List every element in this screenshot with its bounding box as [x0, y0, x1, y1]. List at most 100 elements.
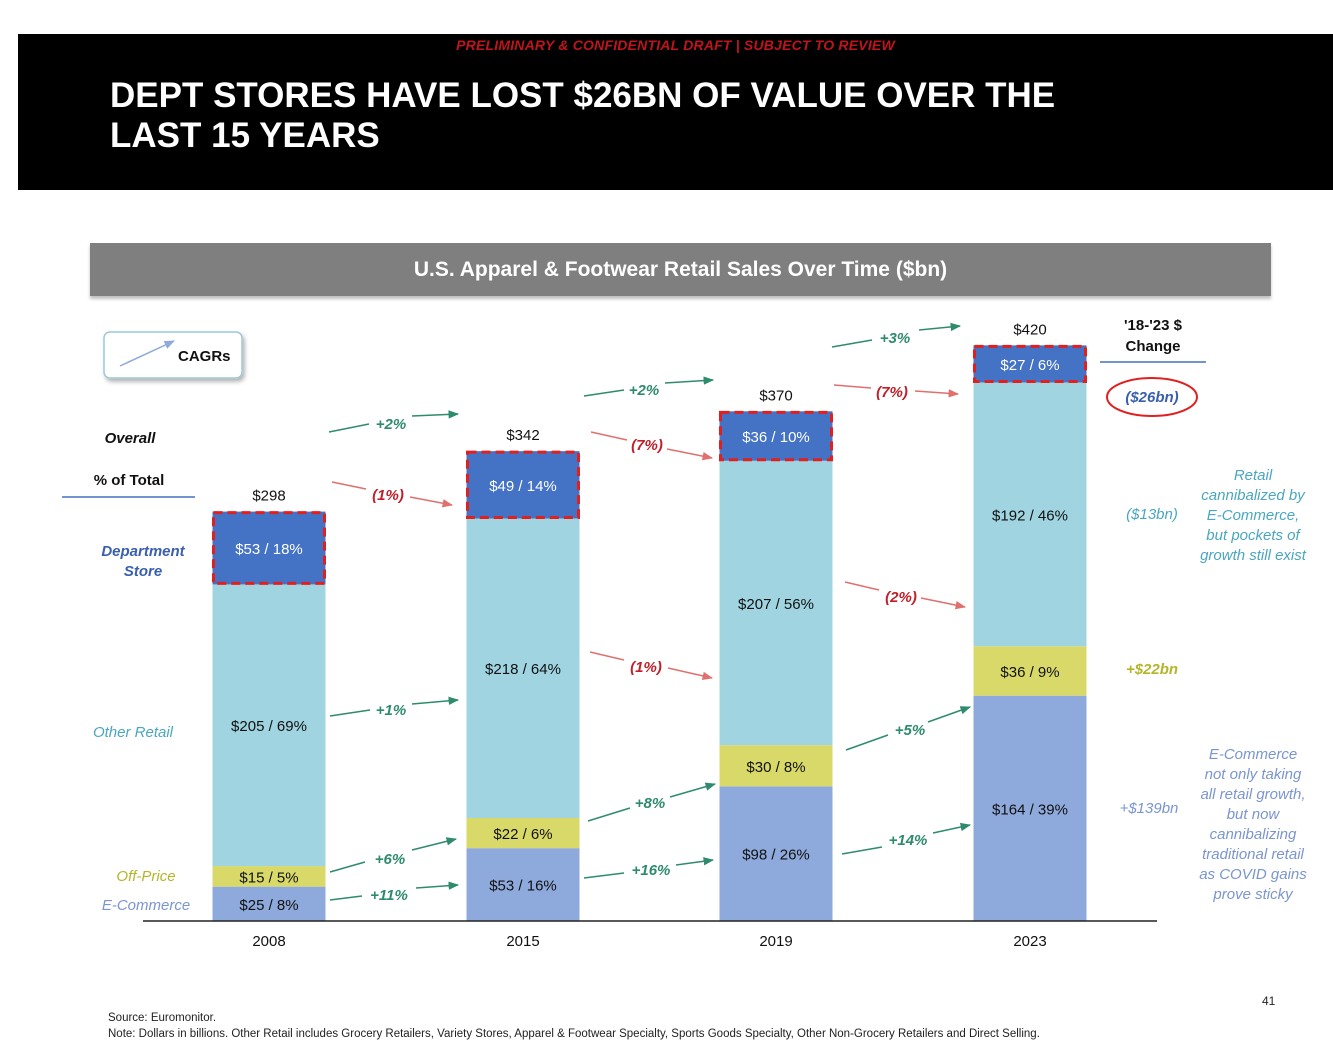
bar-department-store-2019 [719, 411, 833, 461]
row-label-off-price: Off-Price [116, 868, 175, 885]
note-ecom-line-6: traditional retail [1202, 846, 1304, 863]
bar-label-e-commerce-2008: $25 / 8% [239, 897, 298, 914]
cagr-other-2-line-a [589, 651, 625, 661]
footnote: Note: Dollars in billions. Other Retail … [108, 1028, 1040, 1040]
cagr-dept-1-label: (1%) [372, 487, 404, 504]
page-number: 41 [1262, 994, 1276, 1008]
x-tick-2023: 2023 [1013, 933, 1046, 950]
change-dept: ($26bn) [1125, 389, 1178, 406]
cagr-ecom-3-line-b [932, 822, 972, 834]
row-label-dept-1: Department [101, 543, 185, 560]
dept-store-dashed-border-2019 [719, 410, 833, 462]
note-retail-line-3: E-Commerce, [1207, 507, 1300, 524]
change-header: '18-'23 $ Change [1100, 317, 1206, 363]
cagr-dept-3-line-b [914, 389, 960, 398]
cagr-ecom-2-label: +16% [632, 862, 671, 879]
note-ecom-line-7: as COVID gains [1199, 866, 1307, 883]
note-ecom-line-2: not only taking [1205, 766, 1302, 783]
bar-label-e-commerce-2023: $164 / 39% [992, 801, 1068, 818]
cagr-ecom-2-line-a [583, 872, 625, 879]
bar-label-off-price-2023: $36 / 9% [1000, 664, 1059, 681]
dept-store-dashed-border-2023 [973, 344, 1087, 383]
x-tick-2019: 2019 [759, 933, 792, 950]
cagr-ecom-2-line-b [675, 857, 715, 866]
row-label-other-retail: Other Retail [93, 724, 174, 741]
cagr-offprice-2-line-b [669, 782, 717, 798]
cagr-ecom-1-label: +11% [370, 887, 408, 904]
cagr-other-3-label: (2%) [885, 589, 917, 606]
bar-off-price-2023 [973, 646, 1087, 696]
cagr-dept-1-line-b [409, 496, 454, 508]
note-ecom-line-5: cannibalizing [1210, 826, 1297, 843]
cagr-other-1-line-b [411, 696, 460, 706]
bar-label-e-commerce-2019: $98 / 26% [742, 847, 810, 864]
change-other-retail: ($13bn) [1126, 506, 1178, 523]
cagr-offprice-2-line-a [587, 807, 631, 822]
cagr-legend-label: CAGRs [178, 348, 231, 365]
cagr-other-3-line-a [844, 581, 880, 591]
note-retail-line-5: growth still exist [1200, 547, 1307, 564]
cagr-offprice-3-line-b [927, 706, 971, 723]
cagr-overall-2-line-a [583, 389, 625, 397]
bars-group [212, 344, 1087, 921]
cagr-legend-arrow [119, 340, 175, 367]
bar-e-commerce-2015 [466, 848, 580, 921]
note-retail-line-2: cannibalized by [1201, 487, 1306, 504]
x-tick-2008: 2008 [252, 933, 285, 950]
cagr-overall-1-line-b [411, 410, 460, 419]
bar-off-price-2015 [466, 817, 580, 849]
cagr-legend: CAGRs [103, 331, 243, 379]
bar-department-store-2008 [212, 511, 326, 585]
row-label-e-commerce: E-Commerce [102, 897, 190, 914]
cagr-ecom-1-line-b [415, 881, 460, 890]
cagr-other-3-line-b [920, 597, 967, 610]
confidential-banner: PRELIMINARY & CONFIDENTIAL DRAFT | SUBJE… [456, 37, 895, 53]
cagr-dept-2-line-b [666, 448, 714, 461]
row-label-dept-2: Store [124, 563, 162, 580]
note-ecom-line-4: but now [1227, 806, 1281, 823]
total-label-2019: $370 [759, 387, 792, 404]
bar-department-store-2023 [973, 345, 1087, 383]
cagr-offprice-1-label: +6% [375, 851, 405, 868]
title-line-1: DEPT STORES HAVE LOST $26BN OF VALUE OVE… [110, 76, 1056, 115]
dept-store-dashed-border-2008 [212, 511, 326, 585]
bar-label-off-price-2015: $22 / 6% [493, 826, 552, 843]
change-e-commerce: +$139bn [1120, 800, 1179, 817]
commentary-notes: Retail cannibalized by E-Commerce, but pock… [1199, 467, 1307, 903]
cagr-overall-3-line-b [918, 322, 962, 332]
bar-other-retail-2008 [212, 584, 326, 867]
cagr-dept-2-label: (7%) [631, 437, 663, 454]
cagr-other-2-label: (1%) [630, 659, 662, 676]
cagr-ecom-3-label: +14% [889, 832, 928, 849]
cagr-dept-1-line-a [331, 481, 367, 490]
cagr-offprice-1-line-a [329, 861, 366, 873]
bar-labels-group: $25 / 8% $15 / 5% $205 / 69% $53 / 18% $298 $… [231, 321, 1068, 913]
total-label-2015: $342 [506, 427, 539, 444]
cagr-dept-2-line-a [590, 431, 628, 441]
note-retail-line-1: Retail [1234, 467, 1273, 484]
cagr-overall-3-label: +3% [880, 330, 910, 347]
cagr-annotations: +2% +2% +3% (1%) (7%) (7%) +1% (1%) (2%) +6% +8% +5… [328, 322, 972, 904]
bar-other-retail-2023 [973, 382, 1087, 647]
change-header-line-2: Change [1125, 338, 1180, 355]
row-labels: Overall % of Total Department Store Othe… [62, 430, 195, 914]
bar-label-e-commerce-2015: $53 / 16% [489, 878, 557, 895]
page-title: DEPT STORES HAVE LOST $26BN OF VALUE OVE… [110, 76, 1210, 156]
cagr-dept-3-label: (7%) [876, 384, 908, 401]
note-retail-line-4: but pockets of [1206, 527, 1301, 544]
row-label-pct-total: % of Total [94, 472, 165, 489]
bar-label-department-store-2019: $36 / 10% [742, 429, 810, 446]
bar-label-department-store-2015: $49 / 14% [489, 478, 557, 495]
dept-store-dashed-border-2015 [466, 450, 580, 519]
bar-label-other-retail-2008: $205 / 69% [231, 718, 307, 735]
cagr-overall-2-label: +2% [629, 382, 659, 399]
chart-title: U.S. Apparel & Footwear Retail Sales Ove… [413, 258, 948, 281]
cagr-overall-3-line-a [831, 339, 873, 348]
cagr-ecom-3-line-a [841, 846, 883, 855]
cagr-other-1-line-a [329, 709, 371, 717]
cagr-offprice-2-label: +8% [635, 795, 665, 812]
bar-off-price-2008 [212, 866, 326, 887]
cagr-overall-1-line-a [328, 423, 370, 433]
highlight-circle [1106, 377, 1198, 417]
bar-e-commerce-2008 [212, 886, 326, 921]
